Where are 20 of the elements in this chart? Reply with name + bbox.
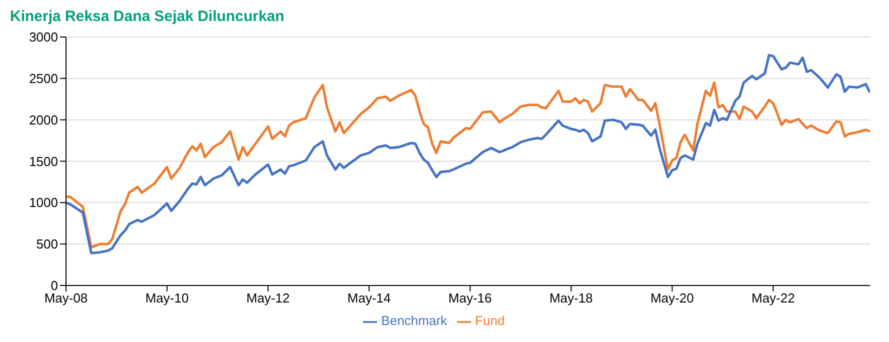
chart-title: Kinerja Reksa Dana Sejak Diluncurkan: [10, 8, 286, 25]
x-tick-label: May-10: [145, 290, 189, 306]
x-tick-label: May-20: [650, 290, 694, 306]
x-tick-label: May-08: [44, 290, 88, 306]
y-tick-label: 2000: [29, 112, 58, 128]
x-tick-label: May-12: [246, 290, 290, 306]
y-tick-label: 1000: [29, 195, 58, 210]
y-tick-label: 2500: [29, 71, 58, 86]
y-tick-label: 500: [36, 236, 58, 252]
y-tick-label: 0: [50, 278, 58, 294]
line-series: [66, 81, 870, 249]
legend-label: Benchmark: [381, 313, 448, 328]
x-tick-label: May-18: [549, 290, 593, 306]
x-tick-label: May-14: [347, 290, 391, 306]
y-tick-label: 3000: [29, 30, 58, 45]
legend-label: Fund: [475, 313, 505, 328]
x-tick-label: May-16: [448, 290, 492, 306]
x-tick-label: May-22: [752, 290, 795, 306]
y-tick-label: 1500: [29, 154, 58, 169]
line-series: [66, 54, 870, 254]
